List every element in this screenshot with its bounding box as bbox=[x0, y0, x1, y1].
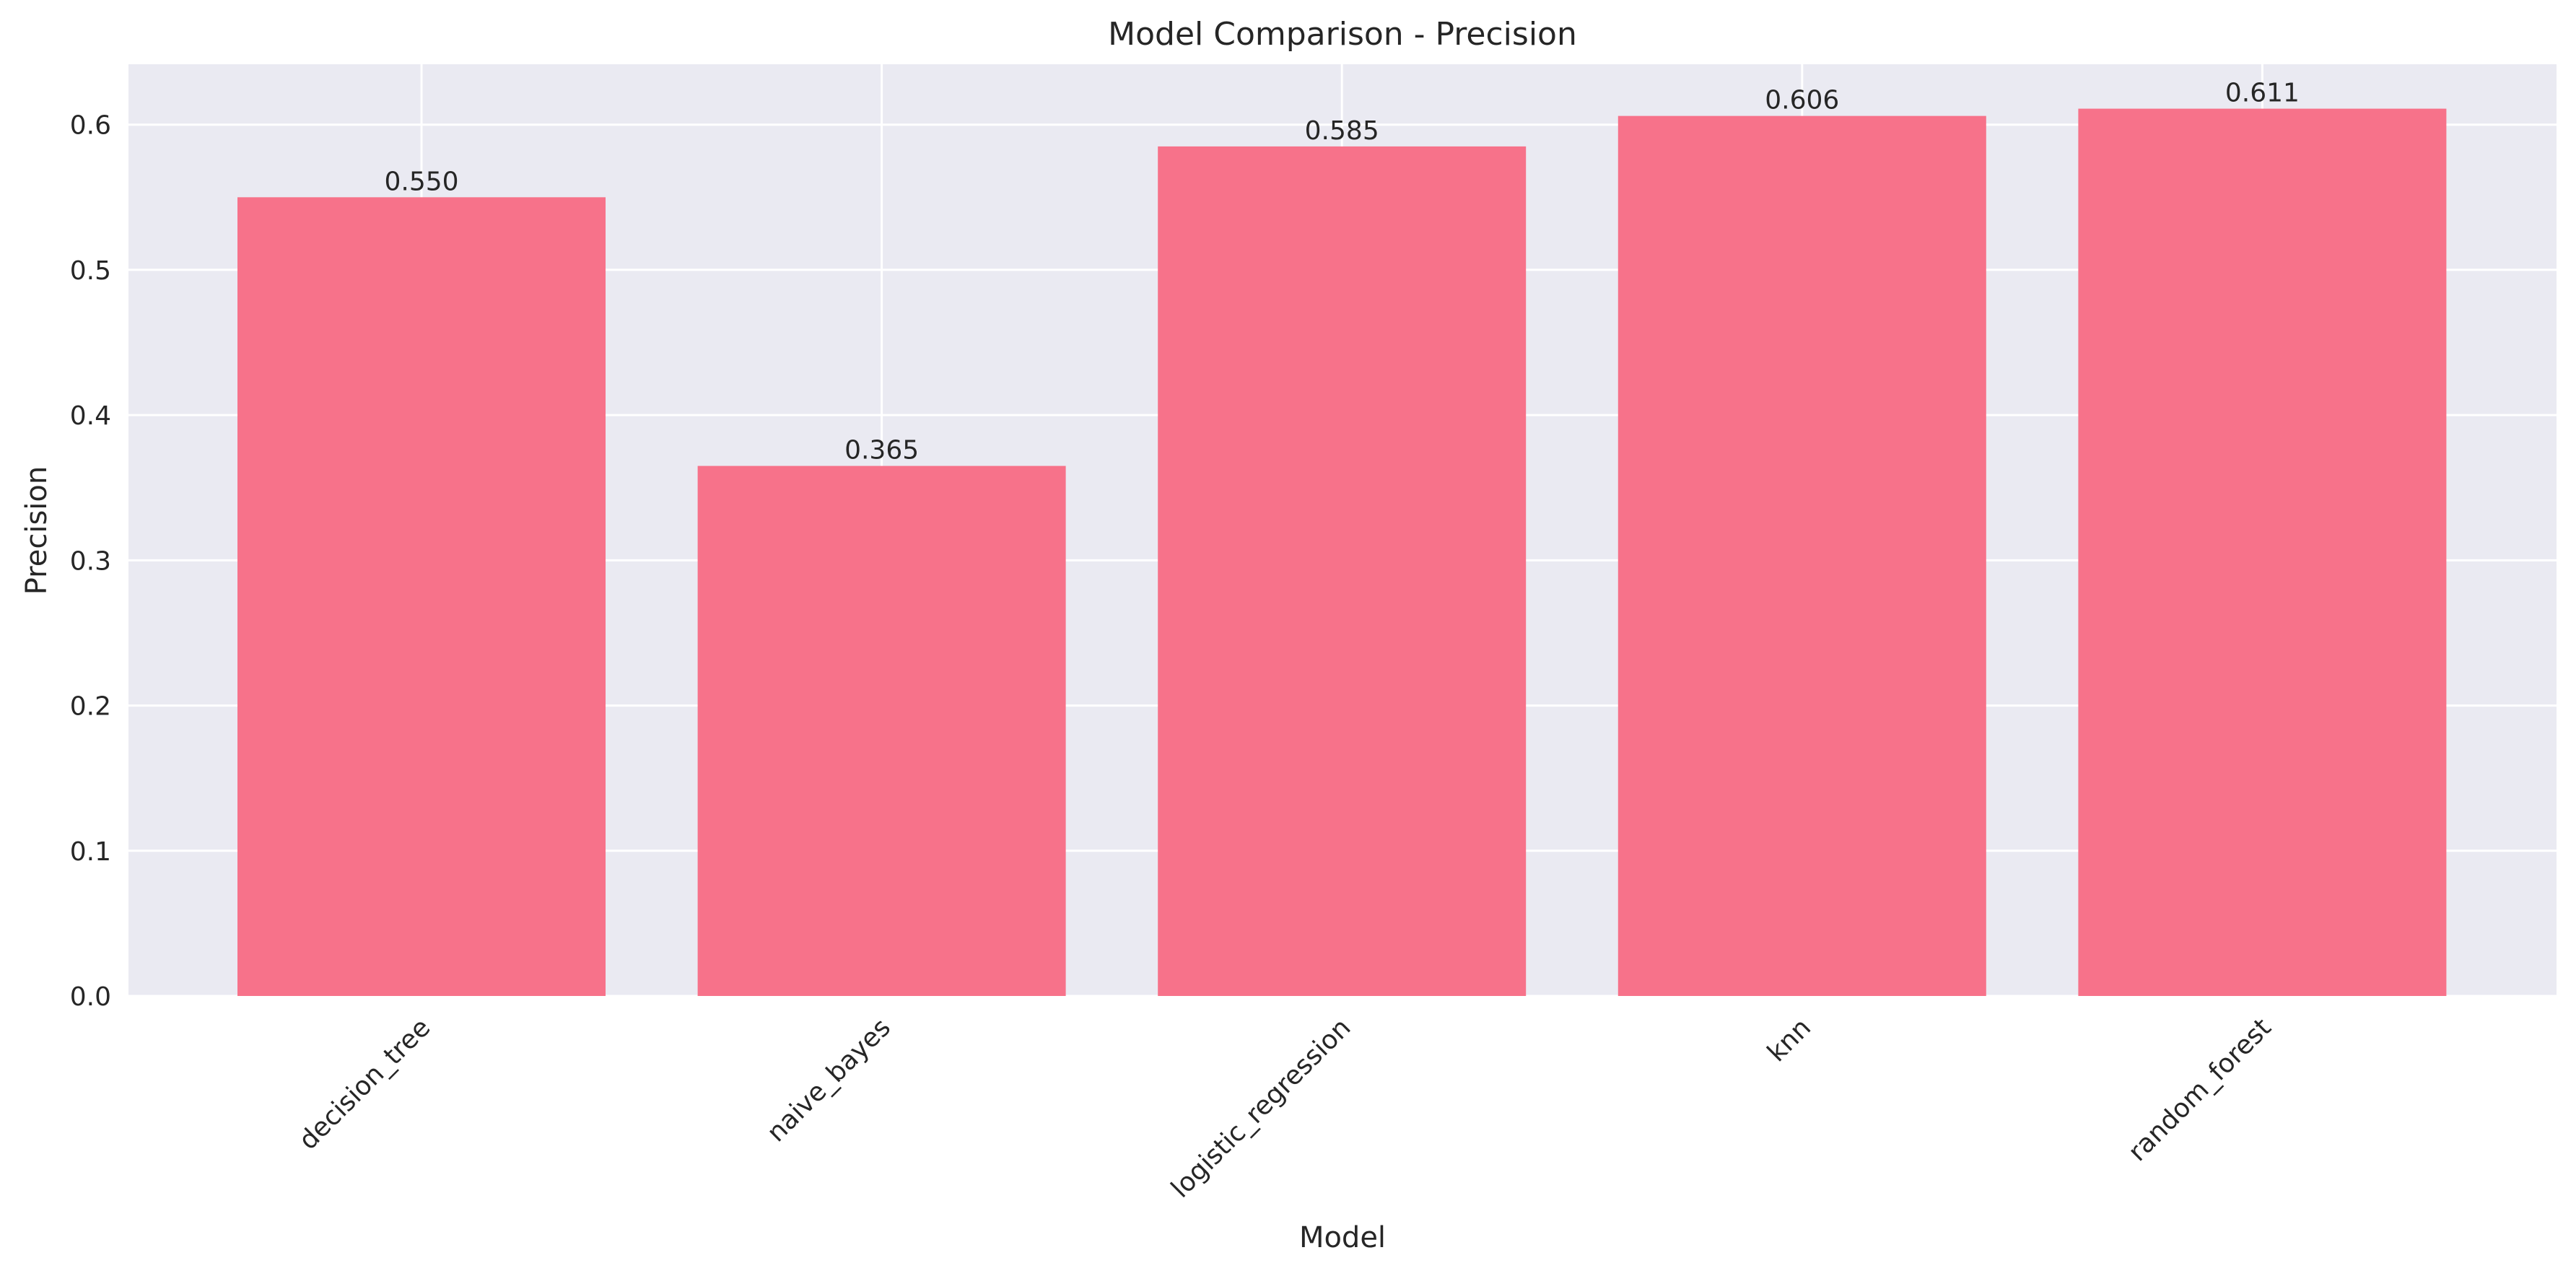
bar-decision-tree bbox=[237, 197, 606, 996]
bar-logistic-regression bbox=[1158, 146, 1527, 997]
y-tick-label: 0.5 bbox=[70, 256, 111, 286]
x-axis-label: Model bbox=[1299, 1221, 1386, 1254]
value-labels: 0.550 0.365 0.585 0.606 0.611 bbox=[384, 79, 2299, 466]
bar-value-label: 0.550 bbox=[384, 167, 458, 196]
bar-value-label: 0.611 bbox=[2225, 79, 2300, 108]
bar-value-label: 0.365 bbox=[844, 436, 919, 466]
x-axis-ticks: decision_tree naive_bayes logistic_regress… bbox=[293, 1013, 2276, 1204]
y-axis-label: Precision bbox=[20, 466, 53, 595]
bar-value-label: 0.585 bbox=[1305, 116, 1379, 146]
x-tick-label: decision_tree bbox=[293, 1013, 436, 1155]
bar-value-label: 0.606 bbox=[1765, 86, 1839, 115]
y-tick-label: 0.4 bbox=[70, 401, 111, 431]
y-axis-ticks: 0.0 0.1 0.2 0.3 0.4 0.5 0.6 bbox=[70, 111, 111, 1012]
x-tick-label: knn bbox=[1762, 1013, 1817, 1067]
bar-knn bbox=[1617, 115, 1986, 996]
y-tick-label: 0.6 bbox=[70, 111, 111, 141]
y-tick-label: 0.1 bbox=[70, 837, 111, 867]
bar-naive-bayes bbox=[697, 466, 1066, 996]
bar-random-forest bbox=[2078, 108, 2447, 996]
bars bbox=[237, 108, 2447, 997]
x-tick-label: random_forest bbox=[2123, 1013, 2277, 1167]
chart-title: Model Comparison - Precision bbox=[1108, 16, 1577, 53]
y-tick-label: 0.0 bbox=[70, 982, 111, 1012]
x-tick-label: logistic_regression bbox=[1166, 1013, 1357, 1204]
y-tick-label: 0.2 bbox=[70, 692, 111, 722]
x-tick-label: naive_bayes bbox=[761, 1013, 896, 1148]
y-tick-label: 0.3 bbox=[70, 546, 111, 576]
